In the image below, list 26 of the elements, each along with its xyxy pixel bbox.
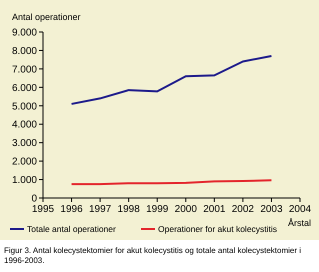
y-tick-label: 2.000 — [12, 156, 38, 168]
x-tick-label: 1995 — [32, 204, 55, 215]
line-series — [70, 54, 272, 105]
legend-label: Totale antal operationer — [27, 224, 116, 234]
x-tick-label: 2001 — [203, 204, 226, 215]
x-tick-label: 1996 — [60, 204, 84, 215]
x-tick-label: 2000 — [174, 204, 198, 215]
x-tick-label: 2003 — [260, 204, 284, 215]
x-axis-title: Årstal — [288, 218, 311, 228]
y-tick-label: 8.000 — [12, 46, 38, 57]
y-tick-label: 0 — [31, 194, 38, 204]
y-tick-label: 1.000 — [12, 175, 38, 186]
x-tick-label: 2004 — [288, 204, 312, 215]
y-tick-label: 6.000 — [12, 82, 38, 94]
x-tick-label: 1998 — [118, 204, 140, 215]
legend-label: Operationer for akut kolecystitis — [158, 224, 278, 234]
y-tick-label: 9.000 — [12, 28, 38, 38]
y-axis-title: Antal operationer — [12, 12, 81, 22]
y-tick-label: 3.000 — [12, 138, 38, 150]
x-tick-label: 1997 — [88, 204, 112, 215]
x-tick-label: 2002 — [232, 204, 254, 215]
y-tick-label: 4.000 — [12, 120, 38, 131]
text: Figur 3. Antal kolecystektomier for akut kolecystitis og totale antal kolecystektomier i 1996-2003. — [4, 246, 302, 266]
x-tick-label: 1999 — [146, 204, 169, 215]
y-tick-label: 7.000 — [12, 64, 38, 76]
y-tick-label: 5.000 — [12, 101, 38, 112]
